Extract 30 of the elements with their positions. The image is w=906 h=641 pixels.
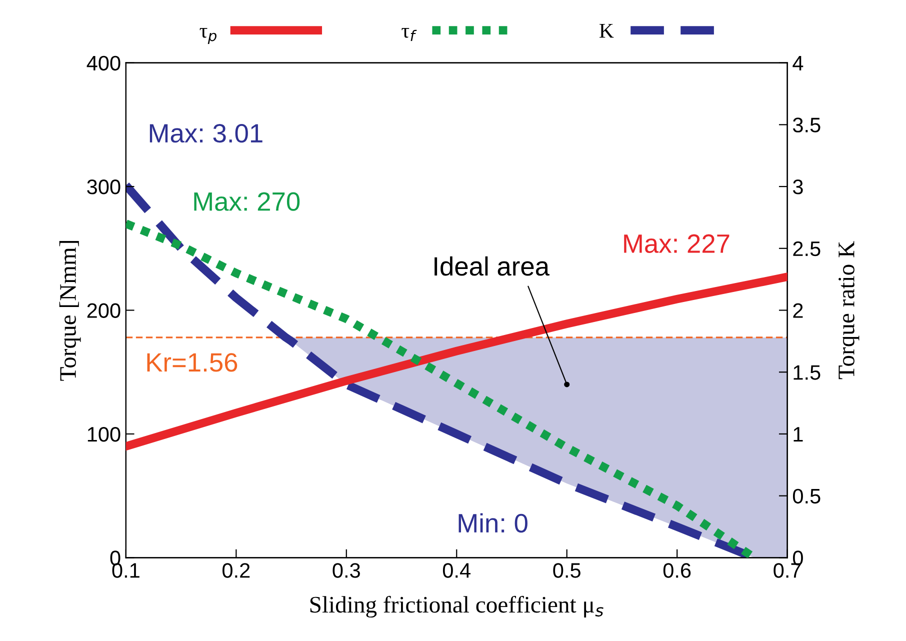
annotation: Min: 0 (458, 513, 528, 533)
legend-label: K (599, 24, 614, 38)
y-axis-title: Torque [Nmm] (59, 241, 81, 381)
x-tick-label: 0.4 (442, 563, 470, 578)
x-tick-label: 0.3 (332, 563, 360, 578)
legend-label: τ$_{p}$ (200, 28, 216, 44)
annotation: Max: 227 (624, 234, 730, 253)
annotation: Ideal area (434, 256, 550, 276)
x-tick-label: 0.6 (663, 563, 691, 578)
x-tick-label: 0.5 (553, 563, 580, 578)
y2-tick-label: 1.5 (794, 365, 820, 380)
y2-tick-label: 4 (792, 56, 804, 70)
y-tick-label: 400 (86, 56, 120, 71)
y2-tick-label: 2.5 (793, 241, 820, 256)
y-tick-label: 300 (87, 180, 120, 194)
y-tick-label: 100 (88, 426, 120, 442)
x-tick-label: 0.2 (222, 563, 250, 578)
y2-tick-label: 3 (792, 180, 803, 194)
legend-label: τ$_{f}$ (402, 28, 417, 42)
y2-tick-label: 1 (794, 427, 803, 442)
annotation: Kr=1.56 (147, 353, 238, 372)
y2-axis-title: Torque ratio K (838, 241, 860, 380)
y2-tick-label: 0.5 (792, 488, 820, 504)
y2-tick-label: 2 (793, 303, 803, 318)
x-axis-title: Sliding frictional coefficient μ$_{s}$ (310, 596, 604, 618)
annotation: Max: 270 (194, 192, 300, 211)
annotation: Max: 3.01 (150, 124, 262, 143)
x-tick-label: 0.1 (112, 563, 140, 578)
y2-tick-label: 3.5 (792, 118, 820, 132)
y-tick-label: 200 (87, 303, 120, 318)
